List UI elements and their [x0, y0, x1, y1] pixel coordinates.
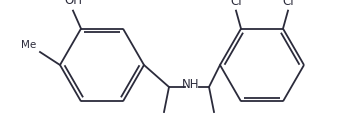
Text: NH: NH — [182, 78, 200, 91]
Text: Cl: Cl — [230, 0, 242, 8]
Text: OH: OH — [64, 0, 82, 7]
Text: Me: Me — [21, 40, 36, 50]
Text: Cl: Cl — [282, 0, 294, 8]
